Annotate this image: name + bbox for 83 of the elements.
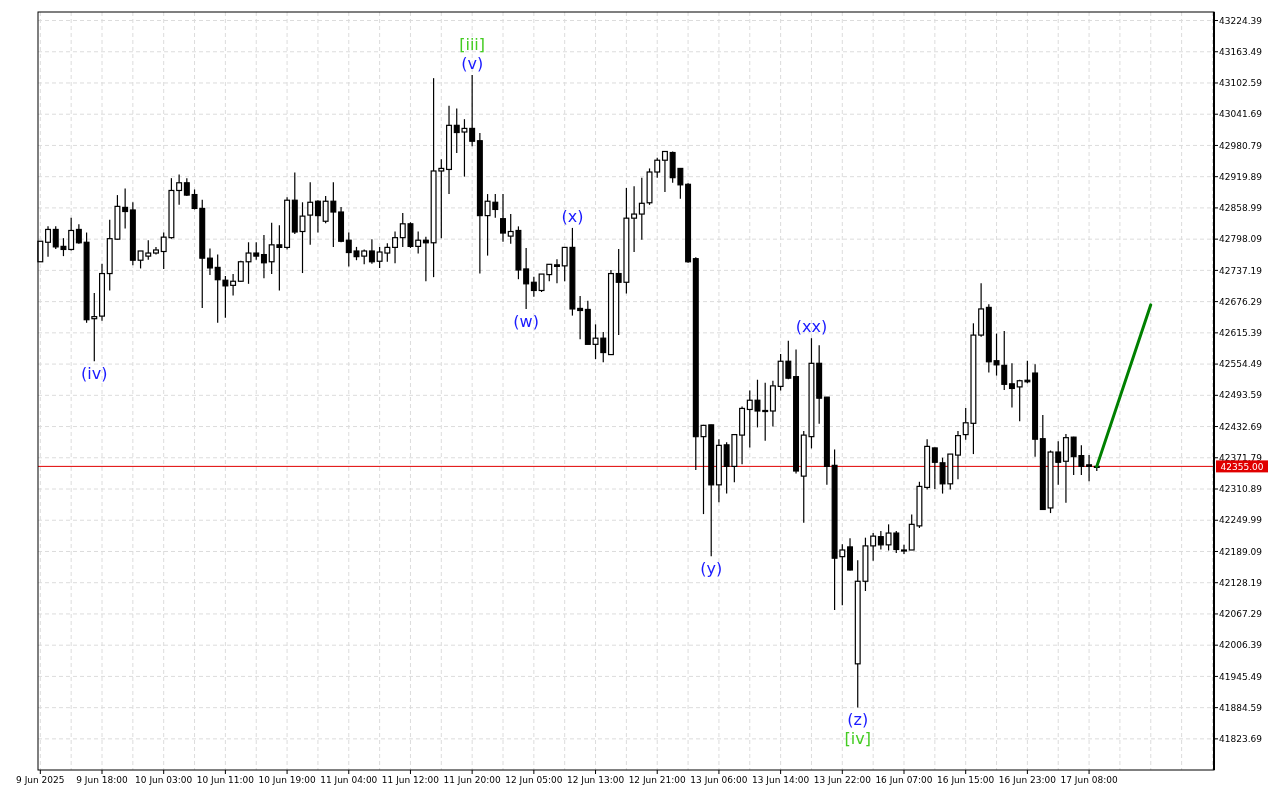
candlestick — [1086, 454, 1093, 482]
candlestick — [1008, 362, 1015, 409]
y-tick-label: 42067.29 — [1219, 609, 1263, 620]
x-tick-label: 10 Jun 03:00 — [135, 775, 193, 785]
y-tick-label: 42554.49 — [1219, 359, 1263, 370]
y-tick-label: 42249.99 — [1219, 515, 1263, 526]
candlestick — [75, 223, 82, 245]
candlestick — [500, 193, 506, 243]
annotation: (y) — [700, 558, 723, 578]
candlestick — [847, 537, 854, 572]
y-tick-label: 41945.49 — [1219, 671, 1263, 682]
y-tick-label: 42858.99 — [1219, 203, 1263, 214]
annotation: (x) — [561, 206, 584, 226]
y-tick-label: 42737.19 — [1219, 265, 1263, 276]
x-tick-label: 10 Jun 11:00 — [196, 775, 255, 785]
candlestick — [638, 177, 645, 241]
x-tick-label: 13 Jun 14:00 — [752, 775, 810, 785]
candlestick — [1062, 433, 1069, 504]
candlestick — [530, 276, 537, 298]
annotation: [iii] — [459, 34, 486, 54]
y-tick-label: 42980.79 — [1219, 140, 1263, 151]
y-tick-label: 41823.69 — [1219, 734, 1263, 745]
candlestick — [553, 258, 560, 284]
y-tick-label: 42128.19 — [1219, 577, 1263, 588]
candlestick — [230, 273, 237, 297]
ref-line-label: 42355.00 — [1220, 461, 1264, 472]
annotation: [iv] — [844, 729, 871, 749]
y-tick-label: 41884.59 — [1219, 702, 1263, 713]
candlestick — [1001, 330, 1008, 391]
x-tick-label: 13 Jun 22:00 — [813, 775, 872, 785]
x-tick-label: 16 Jun 07:00 — [875, 775, 933, 785]
y-tick-label: 42798.09 — [1219, 234, 1263, 245]
y-tick-label: 42919.89 — [1219, 171, 1263, 182]
x-tick-label: 11 Jun 04:00 — [320, 775, 378, 785]
x-tick-label: 12 Jun 05:00 — [505, 775, 563, 785]
y-tick-label: 43041.69 — [1219, 109, 1263, 120]
y-tick-label: 42006.39 — [1219, 640, 1263, 651]
y-tick-label: 42432.69 — [1219, 421, 1263, 432]
candlestick — [206, 247, 213, 276]
y-tick-label: 42310.89 — [1219, 484, 1263, 495]
candlestick — [122, 187, 129, 230]
x-tick-label: 16 Jun 15:00 — [937, 775, 995, 785]
candlestick — [954, 430, 961, 480]
y-tick-label: 43163.49 — [1219, 46, 1263, 57]
candlestick — [68, 217, 75, 252]
annotation: (z) — [847, 710, 869, 730]
x-tick-label: 12 Jun 21:00 — [628, 775, 687, 785]
y-tick-label: 42493.59 — [1219, 390, 1263, 401]
candlestick — [631, 185, 638, 253]
candlestick — [931, 446, 938, 490]
candlestick — [577, 295, 584, 340]
candlestick — [222, 275, 229, 319]
x-tick-label: 10 Jun 19:00 — [258, 775, 316, 785]
annotation: (w) — [513, 311, 539, 331]
x-tick-label: 16 Jun 23:00 — [998, 775, 1057, 785]
annotation: (xx) — [795, 316, 828, 336]
candlestick — [392, 230, 399, 264]
y-tick-label: 43224.39 — [1219, 15, 1263, 26]
candlestick — [901, 544, 907, 555]
x-tick-label: 17 Jun 08:00 — [1060, 775, 1118, 785]
candlestick — [877, 530, 884, 551]
annotation: (iv) — [81, 363, 108, 383]
candlestick — [870, 532, 877, 562]
y-tick-label: 42676.29 — [1219, 296, 1263, 307]
x-tick-label: 9 Jun 18:00 — [76, 775, 128, 785]
candlestick — [176, 173, 183, 206]
candlestick — [260, 234, 267, 279]
y-tick-label: 42189.09 — [1219, 546, 1263, 557]
candlestick — [45, 225, 52, 258]
candlestick — [661, 150, 668, 193]
x-tick-label: 12 Jun 13:00 — [566, 775, 625, 785]
candlestick — [368, 238, 375, 265]
candlestick — [214, 253, 221, 324]
x-tick-label: 9 Jun 2025 — [16, 775, 65, 785]
candlestick — [523, 247, 530, 310]
candlestick — [469, 74, 476, 147]
y-tick-label: 42615.39 — [1219, 328, 1263, 338]
annotation: (v) — [461, 53, 484, 73]
x-tick-label: 13 Jun 06:00 — [690, 775, 748, 785]
candlestick — [314, 199, 321, 234]
x-tick-label: 11 Jun 20:00 — [443, 775, 502, 785]
y-tick-label: 43102.59 — [1219, 78, 1263, 89]
x-tick-label: 11 Jun 12:00 — [381, 775, 440, 785]
